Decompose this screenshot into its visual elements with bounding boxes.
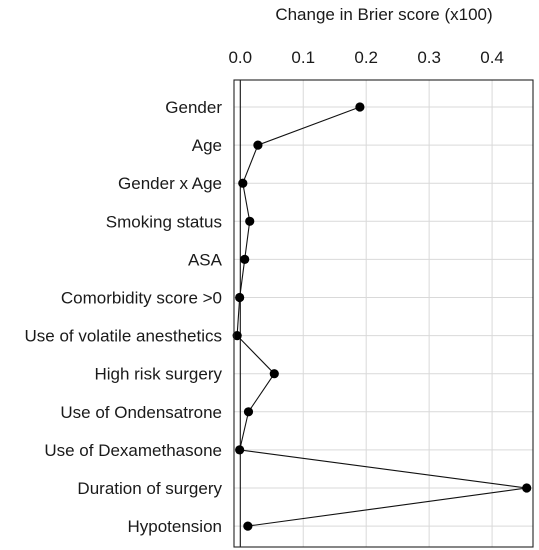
category-label: Use of Ondensatrone — [60, 403, 222, 422]
series-line — [236, 106, 527, 527]
grid-layer — [234, 80, 533, 547]
category-labels: Gender Age Gender x Age Smoking status ASA Co… — [25, 98, 223, 536]
data-point — [269, 369, 279, 379]
data-point — [522, 483, 532, 493]
data-point — [243, 521, 253, 531]
category-label: Comorbidity score >0 — [61, 289, 222, 308]
category-label: Gender — [165, 98, 222, 117]
x-tick-label: 0.1 — [291, 48, 315, 67]
data-point — [243, 407, 254, 417]
category-label: Use of Dexamethasone — [44, 441, 222, 460]
x-tick-label: 0.3 — [417, 48, 441, 67]
data-point — [355, 102, 365, 112]
x-axis-title: Change in Brier score (x100) — [275, 5, 492, 24]
data-point — [253, 140, 263, 150]
data-point — [240, 254, 250, 264]
data-point — [235, 445, 245, 455]
x-tick-label: 0.0 — [228, 48, 252, 67]
category-label: Age — [192, 136, 222, 155]
x-tick-label: 0.2 — [354, 48, 378, 67]
data-point — [232, 331, 242, 341]
category-label: High risk surgery — [94, 365, 222, 384]
data-point — [245, 216, 255, 226]
category-label: Hypotension — [127, 517, 222, 536]
x-tick-labels: 0.0 0.1 0.2 0.3 0.4 — [228, 48, 503, 67]
category-label: Use of volatile anesthetics — [25, 327, 223, 346]
category-label: Smoking status — [106, 212, 222, 231]
data-point — [235, 292, 245, 303]
plot-frame — [233, 79, 534, 548]
category-label: Duration of surgery — [77, 479, 222, 498]
x-tick-label: 0.4 — [480, 48, 504, 67]
category-label: Gender x Age — [118, 174, 222, 193]
category-label: ASA — [188, 250, 223, 269]
data-point — [238, 178, 248, 188]
data-series — [232, 102, 532, 531]
